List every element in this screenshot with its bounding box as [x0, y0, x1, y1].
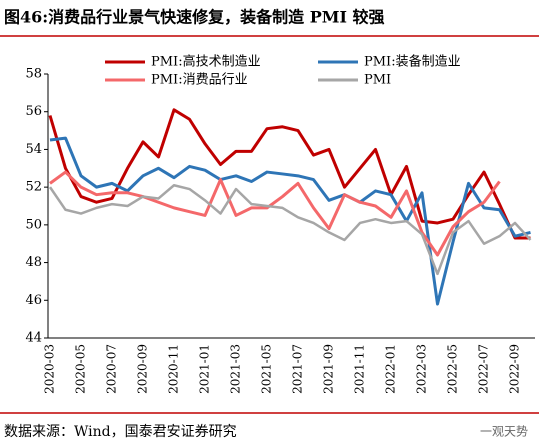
legend-label: PMI:消费品行业 — [151, 73, 248, 88]
x-tick-label: 2022-05 — [446, 344, 460, 394]
x-tick-label: 2021-07 — [291, 344, 305, 394]
y-tick-label: 50 — [25, 217, 42, 232]
x-tick-label: 2021-05 — [260, 344, 274, 394]
y-tick-label: 54 — [25, 142, 42, 157]
y-tick-label: 52 — [25, 180, 42, 195]
x-tick-label: 2021-09 — [322, 344, 336, 394]
x-tick-label: 2022-01 — [384, 344, 398, 394]
y-tick-label: 58 — [25, 67, 42, 82]
x-tick-label: 2021-01 — [198, 344, 212, 394]
watermark: 一观天势 — [480, 425, 528, 439]
series-line — [48, 108, 531, 240]
y-tick-label: 46 — [25, 293, 42, 308]
x-tick-label: 2022-07 — [477, 344, 491, 394]
x-tick-label: 2020-07 — [105, 344, 119, 394]
y-tick-label: 56 — [25, 104, 42, 119]
y-tick-label: 44 — [25, 331, 42, 346]
series-line — [49, 170, 501, 257]
x-tick-label: 2021-11 — [353, 344, 367, 394]
series-line — [49, 136, 531, 306]
x-tick-label: 2020-03 — [43, 344, 57, 394]
x-tick-label: 2020-09 — [136, 344, 150, 394]
source: 数据来源：Wind，国泰君安证券研究 — [4, 424, 237, 440]
legend-label: PMI — [364, 73, 391, 88]
x-tick-label: 2022-03 — [415, 344, 429, 394]
x-tick-label: 2021-03 — [229, 344, 243, 394]
x-tick-label: 2020-05 — [74, 344, 88, 394]
x-tick-label: 2020-11 — [167, 344, 181, 394]
series-line — [48, 184, 532, 276]
chart-title: 图46:消费品行业景气快速修复，装备制造 PMI 较强 — [4, 8, 385, 27]
legend-label: PMI:装备制造业 — [364, 54, 461, 70]
y-tick-label: 48 — [25, 255, 42, 270]
x-tick-label: 2022-09 — [508, 344, 522, 394]
legend-label: PMI:高技术制造业 — [151, 54, 261, 70]
